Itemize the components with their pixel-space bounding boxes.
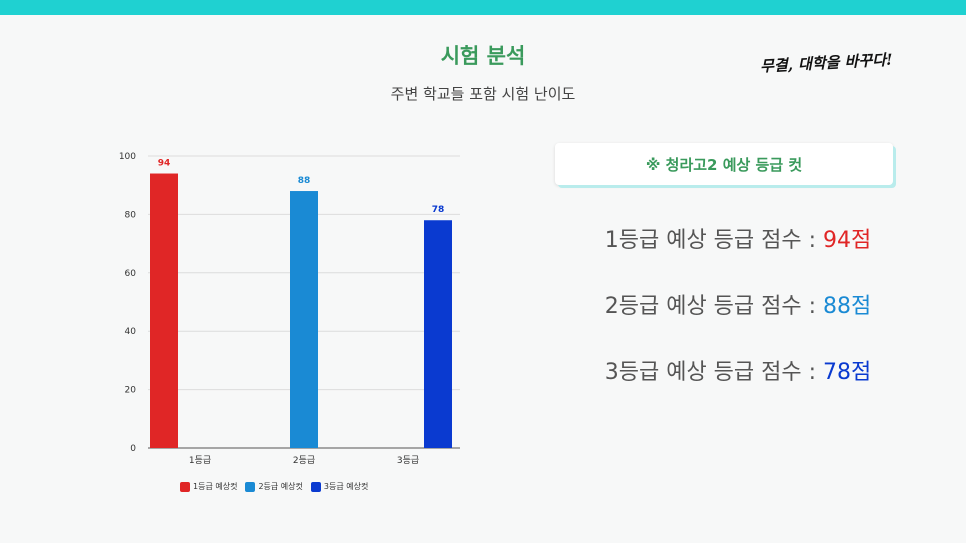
legend-item-grade3: 3등급 예상컷 xyxy=(310,481,369,492)
bar-2 xyxy=(290,191,318,448)
data-label-2: 88 xyxy=(298,176,311,186)
legend-swatch-grade2 xyxy=(245,481,256,492)
data-label-1: 94 xyxy=(158,159,171,169)
grade-cut-info-box: ※ 청라고2 예상 등급 컷 xyxy=(555,143,893,185)
score-line-grade2: 2등급 예상 등급 점수 : 88점 xyxy=(560,288,916,320)
legend-label-grade3: 3등급 예상컷 xyxy=(323,482,369,491)
y-tick-label-20: 20 xyxy=(125,386,137,396)
data-label-3: 78 xyxy=(432,205,445,215)
score-label-grade2: 2등급 예상 등급 점수 : xyxy=(604,294,824,319)
legend-label-grade2: 2등급 예상컷 xyxy=(258,482,303,491)
y-tick-label-100: 100 xyxy=(119,152,136,162)
score-line-grade3: 3등급 예상 등급 점수 : 78점 xyxy=(560,354,916,386)
y-tick-label-40: 40 xyxy=(125,327,137,337)
bar-1 xyxy=(150,173,178,448)
score-label-grade1: 1등급 예상 등급 점수 : xyxy=(604,228,824,253)
x-tick-label-2: 3등급 xyxy=(397,455,419,466)
score-value-grade2: 88점 xyxy=(823,294,872,319)
legend-item-grade2: 2등급 예상컷 xyxy=(245,481,303,492)
top-accent-bar xyxy=(0,0,966,15)
score-value-grade3: 78점 xyxy=(823,360,872,385)
bar-3 xyxy=(424,220,452,448)
x-tick-label-1: 2등급 xyxy=(293,455,315,466)
y-tick-label-80: 80 xyxy=(125,210,137,220)
page-subtitle: 주변 학교들 포함 시험 난이도 xyxy=(390,85,576,103)
y-tick-label-60: 60 xyxy=(125,269,137,279)
y-tick-label-0: 0 xyxy=(130,444,136,454)
page-title: 시험 분석 xyxy=(440,44,526,68)
legend-label-grade1: 1등급 예상컷 xyxy=(193,482,238,491)
x-tick-label-0: 1등급 xyxy=(189,455,211,466)
score-label-grade3: 3등급 예상 등급 점수 : xyxy=(604,360,824,385)
chart-legend: 1등급 예상컷 2등급 예상컷 3등급 예상컷 xyxy=(180,481,368,492)
score-line-grade1: 1등급 예상 등급 점수 : 94점 xyxy=(560,222,916,254)
legend-swatch-grade1 xyxy=(180,481,190,492)
bar-chart: 0 20 40 60 80 100 1등급 2등급 3등급 94 88 78 xyxy=(119,152,460,466)
legend-item-grade1: 1등급 예상컷 xyxy=(180,481,237,492)
legend-swatch-grade3 xyxy=(310,481,321,492)
score-value-grade1: 94점 xyxy=(823,228,872,253)
